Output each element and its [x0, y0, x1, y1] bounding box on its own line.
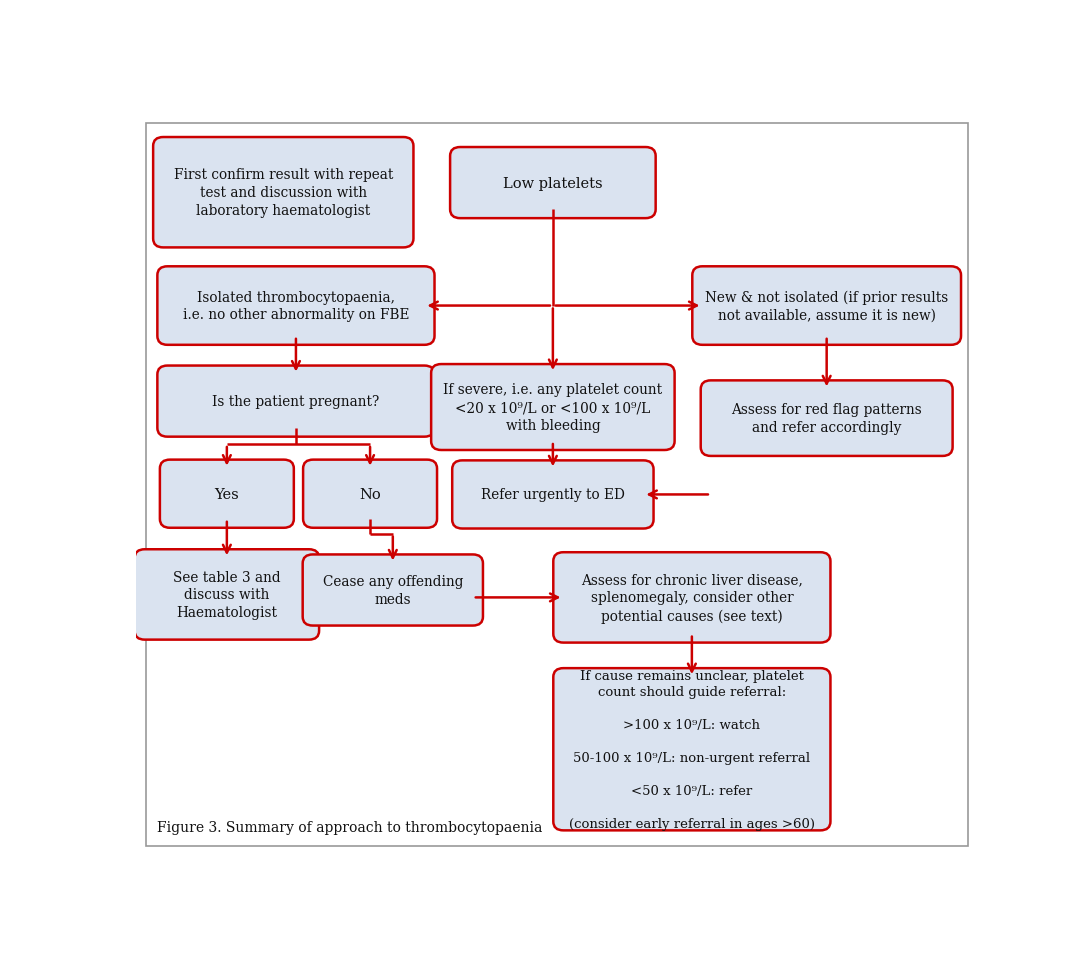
FancyBboxPatch shape: [701, 381, 952, 456]
FancyBboxPatch shape: [153, 137, 413, 248]
Text: Assess for chronic liver disease,
splenomegaly, consider other
potential causes : Assess for chronic liver disease, spleno…: [580, 573, 803, 623]
FancyBboxPatch shape: [553, 669, 830, 830]
Text: Cease any offending
meds: Cease any offending meds: [323, 575, 463, 606]
FancyBboxPatch shape: [692, 267, 961, 345]
Text: Yes: Yes: [214, 487, 239, 502]
Text: Is the patient pregnant?: Is the patient pregnant?: [212, 395, 379, 408]
FancyBboxPatch shape: [160, 460, 293, 529]
FancyBboxPatch shape: [146, 124, 969, 847]
FancyBboxPatch shape: [135, 550, 320, 640]
Text: New & not isolated (if prior results
not available, assume it is new): New & not isolated (if prior results not…: [705, 290, 948, 322]
Text: If severe, i.e. any platelet count
<20 x 10⁹/L or <100 x 10⁹/L
with bleeding: If severe, i.e. any platelet count <20 x…: [443, 382, 662, 432]
FancyBboxPatch shape: [452, 461, 653, 529]
FancyBboxPatch shape: [432, 364, 675, 451]
Text: Figure 3. Summary of approach to thrombocytopaenia: Figure 3. Summary of approach to thrombo…: [157, 821, 542, 834]
FancyBboxPatch shape: [450, 148, 655, 219]
FancyBboxPatch shape: [303, 460, 437, 529]
Text: See table 3 and
discuss with
Haematologist: See table 3 and discuss with Haematologi…: [173, 570, 280, 620]
Text: Assess for red flag patterns
and refer accordingly: Assess for red flag patterns and refer a…: [732, 403, 922, 434]
Text: Low platelets: Low platelets: [503, 177, 602, 190]
Text: First confirm result with repeat
test and discussion with
laboratory haematologi: First confirm result with repeat test an…: [174, 168, 393, 218]
FancyBboxPatch shape: [553, 553, 830, 643]
Text: If cause remains unclear, platelet
count should guide referral:

>100 x 10⁹/L: w: If cause remains unclear, platelet count…: [569, 669, 815, 830]
Text: No: No: [359, 487, 380, 502]
Text: Refer urgently to ED: Refer urgently to ED: [480, 488, 625, 502]
FancyBboxPatch shape: [158, 366, 435, 437]
Text: Isolated thrombocytopaenia,
i.e. no other abnormality on FBE: Isolated thrombocytopaenia, i.e. no othe…: [183, 290, 409, 322]
FancyBboxPatch shape: [302, 554, 483, 626]
FancyBboxPatch shape: [158, 267, 435, 345]
